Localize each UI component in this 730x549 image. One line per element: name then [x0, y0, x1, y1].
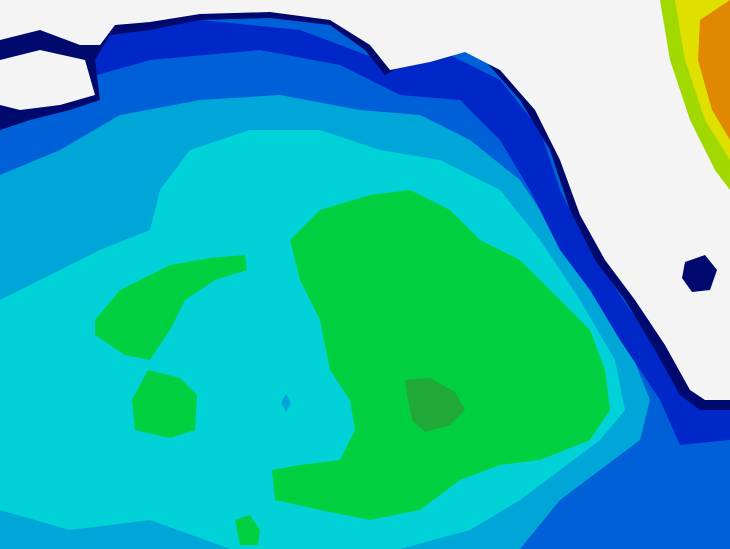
- contour-green-main: [272, 190, 610, 520]
- contour-green-south: [235, 515, 260, 545]
- lake-okeechobee: [682, 255, 717, 292]
- contour-dark-green-core: [405, 378, 465, 432]
- contour-green-southwest: [132, 370, 197, 438]
- contour-light-blue-spot: [281, 394, 291, 412]
- contour-green-west: [95, 255, 247, 360]
- florida-east-orange: [698, 0, 730, 140]
- land: [0, 0, 730, 400]
